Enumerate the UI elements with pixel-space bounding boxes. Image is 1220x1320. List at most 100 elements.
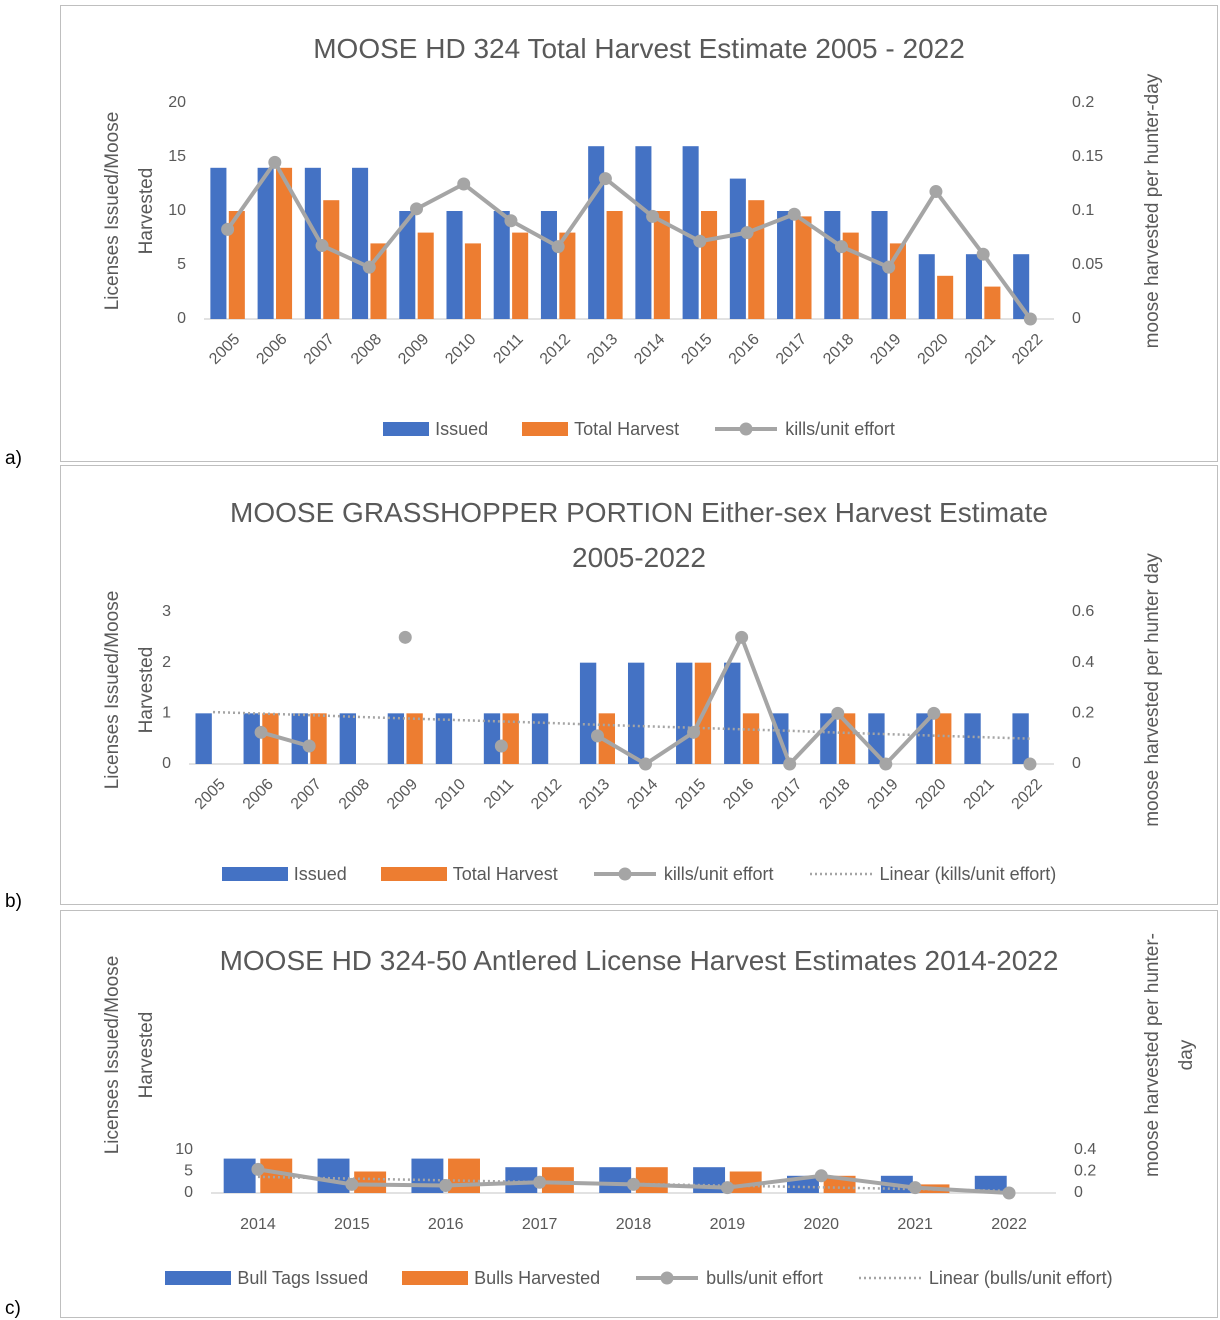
- chart-title: MOOSE HD 324 Total Harvest Estimate 2005…: [313, 33, 965, 64]
- legend-item: Bulls Harvested: [402, 1268, 600, 1289]
- bar: [448, 1158, 480, 1193]
- y-tick-label: 10: [175, 1141, 193, 1158]
- y-tick-label: 0: [162, 755, 171, 772]
- y2-axis-title: moose harvested per hunter day: [1142, 553, 1163, 827]
- y2-tick-label: 0.2: [1072, 94, 1094, 111]
- legend-item: Linear (bulls/unit effort): [857, 1268, 1113, 1289]
- y-tick-label: 5: [184, 1163, 193, 1180]
- legend-swatch: [522, 422, 569, 436]
- y2-tick-label: 0.2: [1074, 1163, 1096, 1180]
- bar: [399, 211, 416, 319]
- bar: [541, 1167, 574, 1193]
- line-marker: [590, 729, 604, 743]
- line-marker: [457, 177, 471, 191]
- legend-swatch-bar: [522, 422, 569, 436]
- y2-tick-label: 0.1: [1072, 202, 1094, 219]
- x-tick-label: 2019: [710, 1216, 746, 1233]
- legend: Issued Total Harvest kills/unit effort Line…: [60, 862, 1218, 886]
- bar: [435, 713, 453, 764]
- bar: [918, 254, 935, 319]
- bar: [729, 178, 746, 319]
- line-marker: [929, 185, 943, 199]
- bar: [223, 1158, 256, 1193]
- legend-swatch-marker: [739, 422, 753, 436]
- bar: [352, 167, 369, 319]
- bar: [795, 216, 812, 319]
- legend-item: Linear (kills/unit effort): [808, 863, 1057, 885]
- legend-swatch: [858, 1276, 921, 1280]
- line-marker: [345, 1177, 359, 1191]
- bar: [505, 1167, 538, 1193]
- line-marker: [362, 260, 376, 274]
- line-marker: [693, 234, 707, 248]
- line-marker: [908, 1181, 922, 1195]
- bar: [635, 1167, 668, 1193]
- x-tick-label: 2018: [616, 1216, 652, 1233]
- legend-swatch: [715, 422, 778, 436]
- y-tick-label: 3: [162, 603, 171, 620]
- line-marker: [254, 725, 268, 739]
- legend-swatch-bar: [165, 1271, 232, 1285]
- x-tick-label: 2017: [522, 1216, 558, 1233]
- bar: [195, 713, 212, 764]
- y2-tick-label: 0: [1072, 310, 1081, 327]
- panel-frame: [60, 910, 1218, 1318]
- bar: [627, 662, 645, 764]
- bar: [965, 254, 982, 319]
- bar: [262, 713, 279, 764]
- bar: [228, 211, 245, 319]
- line-marker: [494, 739, 508, 753]
- y2-axis-title: moose harvested per hunter-day: [1142, 933, 1197, 1177]
- bar: [935, 713, 952, 764]
- x-tick-label: 2020: [803, 1216, 839, 1233]
- chart-title: MOOSE HD 324-50 Antlered License Harvest…: [219, 945, 1059, 976]
- legend-label: Issued: [293, 863, 347, 884]
- bar: [483, 713, 501, 764]
- bar: [598, 713, 616, 764]
- x-tick-label: 2015: [334, 1216, 370, 1233]
- line-marker: [835, 240, 848, 254]
- y2-tick-label: 0.15: [1072, 148, 1103, 165]
- y2-tick-label: 0.05: [1072, 256, 1103, 273]
- bar: [257, 167, 274, 319]
- legend-swatch: [636, 1271, 699, 1285]
- line-marker: [302, 739, 316, 753]
- bar: [777, 211, 794, 319]
- legend-swatch: [809, 872, 872, 876]
- line-marker: [221, 222, 235, 236]
- legend-label: Total Harvest: [452, 863, 558, 884]
- legend-swatch: [165, 1271, 232, 1285]
- y-tick-label: 5: [177, 256, 186, 273]
- bar: [317, 1158, 350, 1193]
- bar: [974, 1175, 1007, 1193]
- chart-title: MOOSE GRASSHOPPER PORTION Either-sex Har…: [230, 497, 1048, 573]
- line: [225, 160, 1033, 321]
- bar: [406, 713, 423, 764]
- legend-swatch-bar: [380, 867, 447, 881]
- bar: [682, 146, 699, 319]
- line-marker: [740, 226, 754, 240]
- legend-label: Bulls Harvested: [474, 1267, 601, 1288]
- legend-item: Bull Tags Issued: [165, 1268, 368, 1289]
- y2-tick-label: 0.2: [1072, 705, 1094, 722]
- legend-label: Linear (kills/unit effort): [879, 863, 1057, 884]
- bar: [868, 713, 885, 764]
- bar: [304, 167, 321, 319]
- bar: [694, 662, 712, 764]
- trend-line: [212, 710, 1031, 740]
- bar: [339, 713, 356, 764]
- bar: [464, 243, 481, 319]
- bar: [417, 232, 434, 319]
- line-marker: [410, 202, 423, 216]
- y2-axis-title: moose harvested per hunter-day: [1142, 73, 1163, 349]
- bar: [635, 146, 652, 319]
- line-marker: [687, 725, 701, 739]
- line-marker: [1023, 757, 1037, 771]
- legend-item: Total Harvest: [380, 863, 558, 885]
- y-axis-title: Licenses Issued/Moose Harvested: [102, 111, 157, 311]
- panel-label: c): [5, 1298, 21, 1319]
- y2-tick-label: 0: [1074, 1184, 1083, 1201]
- line-marker: [251, 1162, 265, 1176]
- x-tick-label: 2014: [240, 1216, 276, 1233]
